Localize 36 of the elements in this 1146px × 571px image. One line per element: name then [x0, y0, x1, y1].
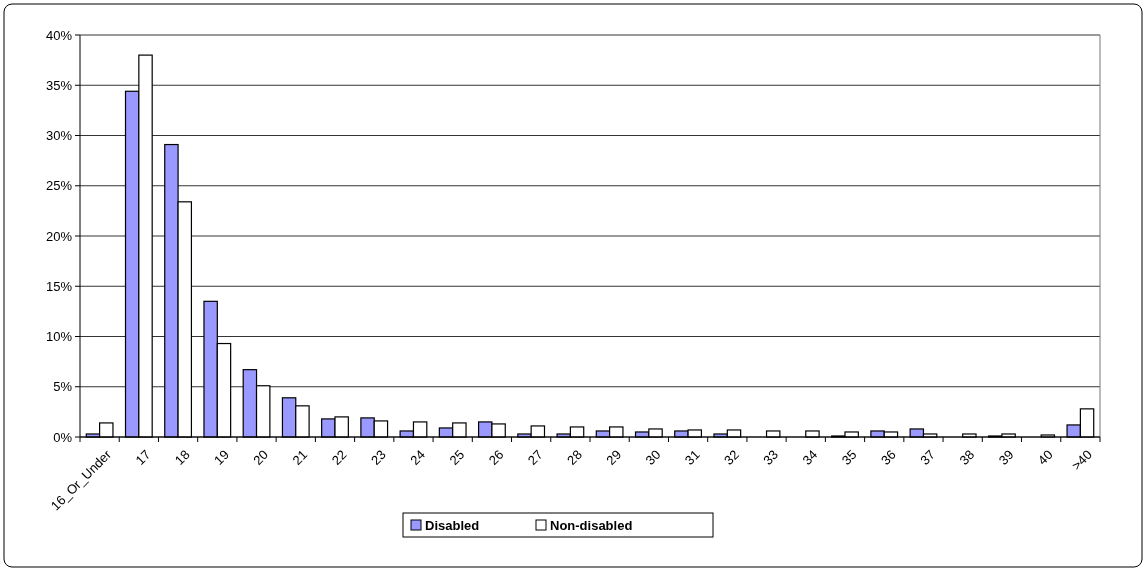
y-tick-label: 40% [45, 27, 73, 43]
y-tick-label: 10% [45, 329, 73, 345]
x-tick-label: 39 [995, 446, 1017, 468]
x-tick-label: 25 [446, 446, 468, 468]
x-tick-label: 36 [877, 446, 899, 468]
x-tick-label: 19 [211, 446, 232, 468]
x-tick-label: 32 [721, 446, 742, 468]
x-tick-label: 40 [1034, 446, 1056, 468]
y-tick-label: 0% [53, 429, 73, 445]
legend-label: Disabled [425, 517, 480, 533]
y-tick-label: 35% [45, 77, 73, 93]
x-tick-label: 31 [681, 446, 703, 468]
y-tick-label: 5% [53, 379, 73, 395]
x-tick-label: 30 [642, 446, 664, 468]
y-tick-label: 15% [45, 278, 73, 294]
x-tick-label: 23 [367, 446, 389, 468]
x-tick-label: 17 [132, 446, 154, 468]
y-tick-label: 30% [45, 128, 73, 144]
x-tick-label: 27 [524, 446, 546, 468]
legend-label: Non-disabled [550, 517, 633, 533]
x-tick-label: 37 [917, 446, 939, 468]
y-tick-label: 25% [45, 178, 73, 194]
x-tick-label: 34 [799, 446, 821, 468]
x-tick-label: 38 [956, 446, 978, 468]
x-tick-label: 29 [603, 446, 625, 468]
x-tick-label: 26 [485, 446, 507, 468]
x-tick-label: 24 [407, 446, 429, 468]
x-tick-label: 22 [328, 446, 350, 468]
x-tick-label: 21 [289, 446, 311, 468]
x-tick-label: 18 [171, 446, 193, 468]
y-tick-label: 20% [45, 228, 73, 244]
x-tick-label: 35 [838, 446, 860, 468]
x-tick-label: >40 [1068, 446, 1095, 474]
x-tick-label: 20 [250, 446, 272, 468]
x-tick-label: 28 [564, 446, 585, 468]
x-tick-label: 33 [760, 446, 782, 468]
